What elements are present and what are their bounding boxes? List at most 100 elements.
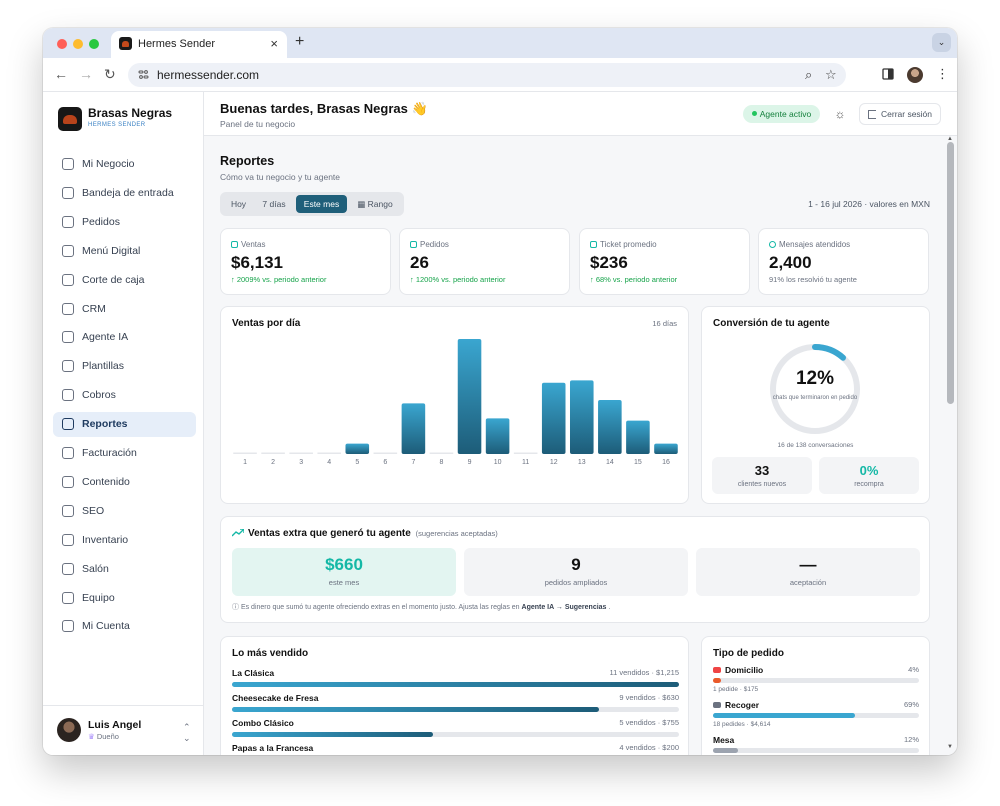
tab-search-icon[interactable]: ⌄: [932, 33, 951, 52]
order-type-name: Mesa: [713, 735, 734, 745]
profile-avatar[interactable]: [907, 67, 923, 83]
scroll-down-icon[interactable]: ▼: [947, 744, 953, 750]
sidebar-item[interactable]: Cobros: [53, 383, 196, 408]
order-type-name: Recoger: [713, 700, 759, 710]
bar-chart-icon: [62, 418, 74, 431]
grid-icon: [62, 158, 74, 170]
sidebar-item[interactable]: Facturación: [53, 441, 196, 466]
chart-bar[interactable]: [289, 452, 313, 455]
sidebar-item[interactable]: Corte de caja: [53, 268, 196, 293]
range-option-este-mes[interactable]: Este mes: [296, 195, 347, 213]
sidebar-item[interactable]: Plantillas: [53, 354, 196, 379]
sidebar-item[interactable]: Inventario: [53, 528, 196, 553]
kpi-label: Pedidos: [410, 240, 449, 249]
chart-x-tick-label: 12: [550, 459, 558, 466]
chart-bar[interactable]: [541, 382, 566, 454]
chart-bar[interactable]: [457, 339, 482, 454]
top-bar: Buenas tardes, Brasas Negras 👋 Panel de …: [204, 92, 957, 136]
close-window-button[interactable]: [57, 39, 67, 49]
kpi-card-ventas: Ventas $6,131 ↑ 2009% vs. periodo anteri…: [220, 228, 391, 295]
user-avatar: [57, 718, 81, 742]
extra-orders-label: pedidos ampliados: [544, 578, 608, 587]
book-icon: [62, 244, 74, 257]
chart-x-tick-label: 2: [271, 459, 275, 466]
donut-svg: [770, 344, 860, 434]
more-menu-icon[interactable]: ⋮: [936, 66, 949, 81]
donut-progress: [770, 344, 860, 434]
progress-fill: [713, 748, 738, 753]
close-tab-icon[interactable]: ×: [270, 36, 278, 51]
chevron-updown-icon[interactable]: ⌃ ⌄: [183, 722, 191, 743]
range-option-7-dias[interactable]: 7 días: [262, 199, 286, 209]
agent-suggestions-link[interactable]: Agente IA → Sugerencias: [521, 604, 607, 611]
chart-bar[interactable]: [345, 443, 370, 454]
kpi-value: $6,131: [231, 253, 283, 272]
chart-bar[interactable]: [598, 399, 622, 454]
chart-bar[interactable]: [513, 452, 538, 455]
range-option-hoy[interactable]: Hoy: [230, 199, 247, 209]
bookmark-star-icon[interactable]: ☆: [825, 67, 837, 82]
reload-icon[interactable]: ↻: [104, 66, 116, 82]
kpi-card-mensajes: Mensajes atendidos 2,400 91% los resolvi…: [758, 228, 929, 295]
chart-bar[interactable]: [626, 420, 650, 454]
chart-bar[interactable]: [654, 443, 678, 454]
sidebar-item[interactable]: Salón: [53, 557, 196, 582]
kpi-delta: 91% los resolvió tu agente: [769, 275, 857, 284]
product-name: Cheesecake de Fresa: [232, 693, 319, 703]
sidebar-item[interactable]: Pedidos: [53, 210, 196, 235]
sidebar-item[interactable]: Menú Digital: [53, 239, 196, 264]
scooter-icon: [713, 667, 721, 673]
user-menu[interactable]: Luis Angel ♛ Dueño ⌃ ⌄: [43, 705, 204, 755]
order-types-card: Tipo de pedido Domicilio 4% 1 pedide · $17…: [701, 636, 930, 755]
sidebar-item[interactable]: Reportes: [53, 412, 196, 438]
sidebar-item[interactable]: Equipo: [53, 586, 196, 611]
kpi-value: 26: [410, 253, 429, 272]
new-tab-icon[interactable]: +: [295, 33, 305, 50]
kpi-label-text: Ticket promedio: [600, 240, 657, 249]
new-clients-value: 33: [754, 463, 770, 478]
sidebar-item[interactable]: Agente IA: [53, 325, 196, 350]
sidebar-item[interactable]: SEO: [53, 499, 196, 524]
order-type-sub: 18 pedides · $4,614: [713, 721, 771, 728]
side-panel-icon[interactable]: [882, 68, 894, 80]
theme-toggle-sun-icon[interactable]: ☼: [834, 107, 846, 121]
forward-icon[interactable]: →: [79, 66, 93, 82]
site-info-icon[interactable]: [138, 69, 149, 80]
sidebar-item[interactable]: Bandeja de entrada: [53, 181, 196, 206]
brand-name: Brasas Negras: [88, 106, 173, 120]
chart-bar[interactable]: [261, 452, 285, 455]
browser-tab[interactable]: Hermes Sender ×: [111, 31, 287, 58]
range-option-rango[interactable]: ▦ Rango: [351, 195, 399, 213]
conversion-title: Conversión de tu agente: [713, 318, 830, 329]
user-role: ♛ Dueño: [88, 732, 119, 741]
sidebar-item[interactable]: Contenido: [53, 470, 196, 495]
kpi-label-text: Mensajes atendidos: [779, 240, 851, 249]
chart-bar[interactable]: [401, 403, 426, 454]
chart-bar[interactable]: [317, 452, 342, 455]
logout-button[interactable]: Cerrar sesión: [859, 103, 941, 125]
brand-logo: [58, 107, 82, 131]
minimize-window-button[interactable]: [73, 39, 83, 49]
rebuy-label: recompra: [854, 481, 884, 488]
sales-chart-meta: 16 días: [652, 319, 677, 328]
back-icon[interactable]: ←: [54, 66, 68, 82]
zoom-window-button[interactable]: [89, 39, 99, 49]
chart-x-tick-label: 16: [662, 459, 670, 466]
extra-sales-amount: $660: [325, 555, 363, 574]
sidebar-item[interactable]: Mi Negocio: [53, 152, 196, 177]
scroll-up-icon[interactable]: ▲: [947, 136, 953, 142]
url-text: hermessender.com: [157, 68, 260, 82]
chart-bar[interactable]: [373, 452, 398, 455]
scrollbar-thumb[interactable]: [947, 142, 954, 404]
sidebar-item[interactable]: Mi Cuenta: [53, 614, 196, 639]
chart-bar[interactable]: [429, 452, 454, 455]
sidebar-item[interactable]: CRM: [53, 297, 196, 322]
address-bar[interactable]: hermessender.com ⌕ ☆: [128, 63, 846, 87]
warehouse-icon: [62, 533, 74, 546]
zoom-icon[interactable]: ⌕: [805, 67, 813, 82]
extra-sales-title-text: Ventas extra que generó tu agente: [248, 528, 411, 539]
chart-bar[interactable]: [569, 380, 594, 454]
chart-x-tick-label: 4: [327, 459, 331, 466]
chart-bar[interactable]: [485, 418, 510, 454]
chart-bar[interactable]: [233, 452, 257, 455]
